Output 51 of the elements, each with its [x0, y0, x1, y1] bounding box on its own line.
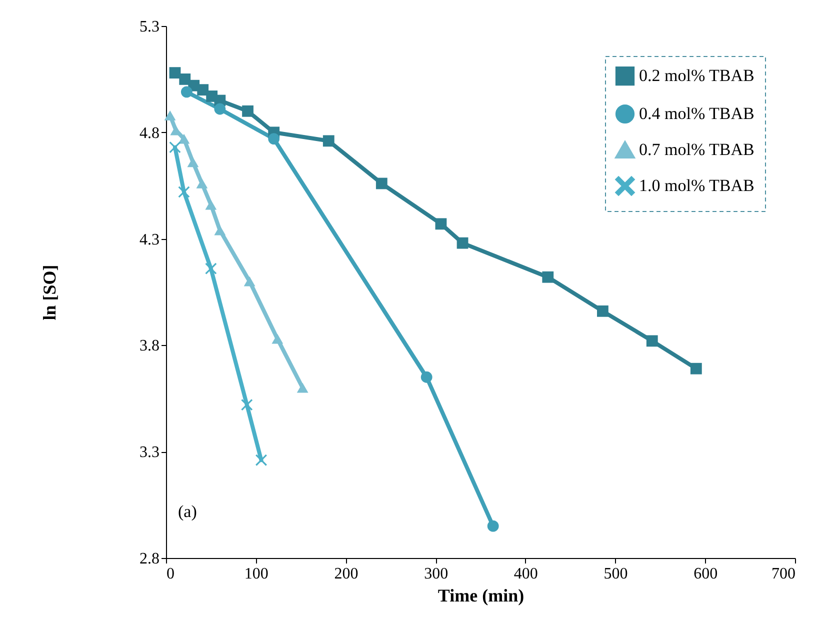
point [214, 103, 226, 115]
x-tick-label: 400 [514, 566, 538, 582]
point [542, 271, 554, 283]
x-axis-title: Time (min) [438, 586, 524, 606]
point [244, 276, 256, 286]
y-axis-title: ln [SO] [40, 264, 60, 320]
x-tick-label: 700 [772, 566, 796, 582]
point [296, 382, 308, 393]
y-tick-label: 4.3 [140, 231, 160, 248]
point [256, 454, 267, 466]
x-tick-label: 0 [166, 566, 174, 582]
y-tick-label: 3.8 [140, 338, 160, 355]
x-tick-label: 200 [334, 566, 358, 582]
point [456, 237, 468, 249]
y-tick-label: 3.3 [140, 444, 160, 462]
point [646, 335, 658, 347]
x-tick-label: 600 [694, 566, 718, 582]
y-tick-label: 5.3 [140, 18, 160, 36]
point [690, 362, 702, 374]
point [205, 200, 217, 210]
x-tick-label: 100 [244, 566, 268, 582]
point [268, 133, 280, 144]
point [241, 399, 253, 410]
point [197, 84, 209, 96]
point [322, 135, 334, 147]
point [178, 134, 190, 144]
annotation: (a) [178, 502, 197, 521]
point [180, 86, 192, 98]
point [196, 178, 208, 188]
point [178, 186, 190, 198]
legend-label: 1.0 mol% TBAB [639, 176, 754, 195]
x-tick-label: 300 [424, 566, 448, 582]
point [187, 157, 199, 168]
point [487, 520, 499, 532]
point [597, 305, 608, 317]
legend-label: 0.7 mol% TBAB [639, 140, 754, 159]
point [272, 334, 284, 344]
point [164, 110, 176, 120]
point [376, 178, 388, 190]
legend-label: 0.4 mol% TBAB [639, 104, 754, 123]
point [420, 371, 432, 383]
x-tick-label: 500 [604, 566, 628, 582]
y-tick-label: 4.8 [140, 124, 160, 142]
point [169, 67, 181, 79]
point [435, 218, 447, 230]
legend-label: 0.2 mol% TBAB [639, 66, 754, 85]
point [205, 262, 217, 274]
point [242, 105, 254, 117]
y-tick-label: 2.8 [140, 550, 160, 568]
point [214, 225, 226, 236]
point [179, 74, 191, 85]
